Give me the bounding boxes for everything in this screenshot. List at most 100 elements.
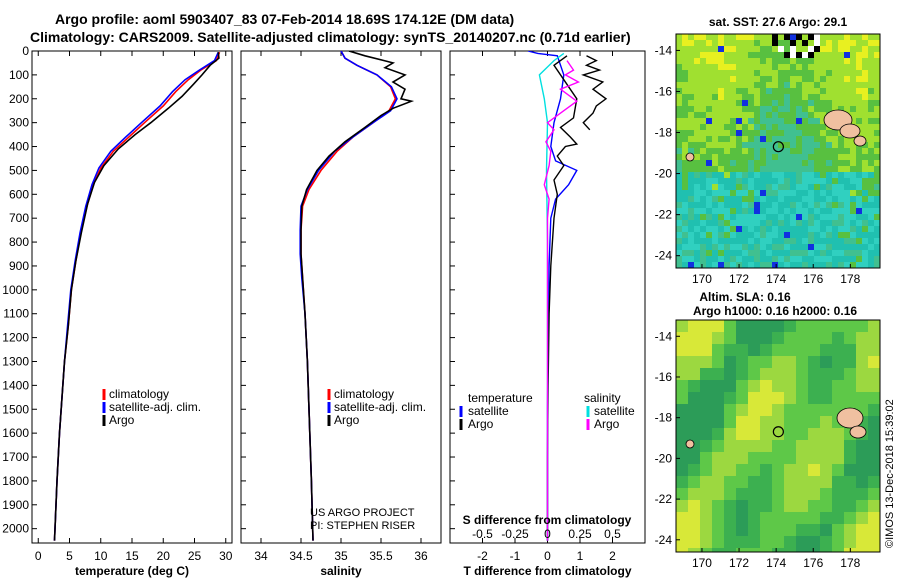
map-cell (760, 320, 772, 332)
map-cell (832, 368, 844, 380)
map-cell (844, 220, 850, 226)
map-cell (730, 172, 736, 178)
map-cell (706, 130, 712, 136)
map-cell (832, 320, 844, 332)
map-cell (712, 40, 718, 46)
map-cell (712, 118, 718, 124)
map-cell (784, 332, 796, 344)
map-cell (688, 256, 694, 262)
map-cell (736, 500, 748, 512)
map-cell (760, 46, 766, 52)
map-cell (778, 220, 784, 226)
x-axis-label: temperature (deg C) (75, 564, 189, 578)
map-cell (694, 256, 700, 262)
map-cell (796, 262, 802, 268)
map-cell (844, 202, 850, 208)
map-cell (700, 488, 712, 500)
map-cell (844, 160, 850, 166)
map-cell (790, 166, 796, 172)
map-cell (790, 190, 796, 196)
y-tick-label: 1900 (2, 498, 29, 512)
map-cell (760, 416, 772, 428)
map-cell (700, 52, 706, 58)
map-cell (796, 40, 802, 46)
map-cell (760, 106, 766, 112)
map-cell (694, 130, 700, 136)
map-cell (682, 166, 688, 172)
map-cell (844, 368, 856, 380)
map-cell (682, 148, 688, 154)
map-cell (742, 46, 748, 52)
map-cell (724, 488, 736, 500)
map-frame (675, 319, 881, 553)
map-cell (802, 160, 808, 166)
map-cell (868, 202, 874, 208)
map-cell (784, 440, 796, 452)
map-cell (856, 256, 862, 262)
map-cell (706, 214, 712, 220)
map-cell (814, 154, 820, 160)
map-cell (712, 130, 718, 136)
map-cell (694, 82, 700, 88)
map-cell (832, 262, 838, 268)
map-cell (802, 94, 808, 100)
map-cell (682, 178, 688, 184)
map-cell (742, 52, 748, 58)
map-cell (868, 344, 880, 356)
map-cell (682, 220, 688, 226)
map-cell (700, 118, 706, 124)
map-cell (700, 46, 706, 52)
map-cell (796, 238, 802, 244)
map-cell (682, 34, 688, 40)
map-cell (814, 64, 820, 70)
map-cell (820, 476, 832, 488)
map-cell (862, 34, 868, 40)
map-y-tick-label: -18 (655, 411, 673, 425)
map-cell (784, 344, 796, 356)
map-cell (850, 250, 856, 256)
map-cell (730, 136, 736, 142)
map-cell (772, 512, 784, 524)
map-cell (862, 154, 868, 160)
map-cell (790, 94, 796, 100)
map-cell (844, 166, 850, 172)
map-cell (850, 88, 856, 94)
map-cell (856, 154, 862, 160)
map-cell (856, 226, 862, 232)
map-cell (820, 154, 826, 160)
legend-entry: satellite (468, 404, 509, 418)
y-tick-label: 200 (9, 92, 29, 106)
map-cell (742, 112, 748, 118)
map-cell (730, 250, 736, 256)
map-cell (826, 142, 832, 148)
map-cell (742, 124, 748, 130)
map-cell (778, 52, 784, 58)
map-cell (724, 392, 736, 404)
map-cell (712, 190, 718, 196)
map-cell (676, 548, 688, 552)
map-cell (784, 124, 790, 130)
map-cell (772, 34, 778, 40)
map-cell (700, 82, 706, 88)
map-cell (802, 190, 808, 196)
map-cell (772, 332, 784, 344)
map-cell (832, 512, 844, 524)
map-cell (778, 82, 784, 88)
map-cell (784, 118, 790, 124)
map-cell (724, 232, 730, 238)
map-x-tick-label: 172 (729, 272, 749, 286)
map-cell (832, 488, 844, 500)
map-cell (856, 214, 862, 220)
map-cell (850, 196, 856, 202)
y-tick-label: 900 (9, 259, 29, 273)
map-cell (736, 142, 742, 148)
map-cell (730, 112, 736, 118)
map-cell (718, 178, 724, 184)
map-cell (856, 112, 862, 118)
map-cell (844, 100, 850, 106)
map-cell (730, 220, 736, 226)
map-cell (796, 172, 802, 178)
map-cell (694, 214, 700, 220)
map-cell (772, 392, 784, 404)
y-tick-label: 300 (9, 116, 29, 130)
